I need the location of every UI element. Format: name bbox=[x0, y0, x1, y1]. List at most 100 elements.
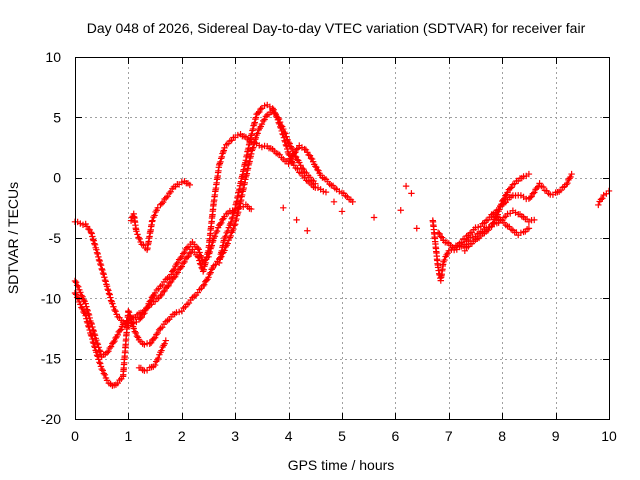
data-point-marker bbox=[170, 267, 177, 274]
data-point-marker bbox=[135, 234, 142, 241]
data-point-marker bbox=[154, 329, 161, 337]
data-point-marker bbox=[531, 216, 538, 224]
data-point-marker bbox=[101, 274, 108, 281]
data-point-marker bbox=[281, 137, 288, 144]
data-point-marker bbox=[280, 131, 287, 138]
data-point-marker bbox=[96, 348, 104, 355]
data-point-marker bbox=[178, 263, 185, 270]
data-point-marker bbox=[274, 116, 282, 123]
data-point-marker bbox=[96, 359, 103, 366]
data-point-marker bbox=[194, 244, 202, 252]
data-point-marker bbox=[126, 312, 133, 319]
data-markers bbox=[71, 101, 613, 389]
data-point-marker bbox=[258, 120, 266, 128]
data-point-marker bbox=[408, 190, 415, 197]
data-point-marker bbox=[83, 318, 91, 325]
data-point-marker bbox=[599, 195, 606, 202]
data-point-marker bbox=[174, 269, 181, 276]
data-point-marker bbox=[89, 236, 97, 243]
data-point-marker bbox=[489, 220, 496, 227]
data-point-marker bbox=[101, 371, 109, 379]
data-point-marker bbox=[178, 253, 185, 261]
data-point-marker bbox=[322, 188, 330, 196]
data-point-marker bbox=[163, 283, 171, 291]
data-point-marker bbox=[117, 326, 125, 333]
data-point-marker bbox=[271, 109, 278, 117]
data-point-marker bbox=[103, 349, 111, 356]
data-point-marker bbox=[291, 152, 299, 160]
data-point-marker bbox=[185, 253, 192, 260]
data-point-marker bbox=[195, 246, 202, 253]
data-point-marker bbox=[111, 306, 118, 314]
data-point-marker bbox=[196, 260, 204, 267]
data-point-marker bbox=[305, 151, 312, 159]
data-point-marker bbox=[83, 303, 90, 310]
data-point-marker bbox=[254, 130, 261, 137]
data-point-marker bbox=[276, 120, 283, 128]
data-point-marker bbox=[186, 181, 194, 189]
data-point-marker bbox=[349, 198, 356, 205]
data-point-marker bbox=[529, 190, 537, 197]
data-point-marker bbox=[104, 286, 111, 293]
data-point-marker bbox=[97, 261, 105, 269]
data-point-marker bbox=[248, 150, 255, 158]
data-point-marker bbox=[82, 312, 89, 319]
data-point-marker bbox=[314, 166, 321, 174]
data-point-marker bbox=[201, 281, 208, 288]
data-point-marker bbox=[196, 257, 203, 264]
x-tick-label: 2 bbox=[178, 428, 186, 444]
data-point-marker bbox=[151, 361, 159, 369]
data-point-marker bbox=[566, 175, 573, 182]
data-point-marker bbox=[298, 164, 306, 172]
data-point-marker bbox=[301, 145, 308, 153]
data-point-marker bbox=[98, 365, 105, 373]
data-point-marker bbox=[161, 340, 168, 347]
data-point-marker bbox=[153, 331, 160, 338]
data-point-marker bbox=[282, 141, 290, 149]
data-point-marker bbox=[196, 249, 203, 256]
data-point-marker bbox=[288, 158, 296, 165]
x-tick-label: 8 bbox=[498, 428, 506, 444]
data-point-marker bbox=[110, 303, 117, 310]
data-point-marker bbox=[82, 300, 89, 307]
data-point-marker bbox=[89, 233, 96, 240]
x-tick-label: 10 bbox=[601, 428, 617, 444]
data-point-marker bbox=[100, 370, 108, 377]
x-tick-label: 7 bbox=[445, 428, 453, 444]
data-point-marker bbox=[127, 313, 134, 320]
data-point-marker bbox=[224, 227, 231, 235]
data-point-marker bbox=[533, 184, 541, 192]
data-point-marker bbox=[508, 184, 515, 191]
data-point-marker bbox=[498, 201, 505, 208]
data-point-marker bbox=[105, 348, 112, 355]
data-point-marker bbox=[106, 291, 113, 298]
y-tick-label: 10 bbox=[45, 49, 61, 65]
data-point-marker bbox=[137, 315, 144, 322]
data-point-marker bbox=[98, 265, 105, 273]
data-point-marker bbox=[183, 254, 191, 261]
data-point-marker bbox=[507, 185, 514, 192]
data-point-marker bbox=[287, 155, 294, 162]
y-axis-label: SDTVAR / TECUs bbox=[5, 182, 21, 294]
data-point-marker bbox=[275, 119, 282, 126]
data-point-marker bbox=[167, 188, 174, 196]
data-point-marker bbox=[282, 138, 289, 146]
x-tick-label: 1 bbox=[125, 428, 133, 444]
data-point-marker bbox=[218, 219, 225, 226]
data-point-marker bbox=[199, 282, 207, 290]
data-point-marker bbox=[79, 305, 86, 313]
data-point-marker bbox=[72, 279, 80, 286]
data-point-marker bbox=[151, 212, 158, 219]
data-point-marker bbox=[93, 349, 100, 356]
data-point-marker bbox=[171, 273, 179, 280]
data-point-marker bbox=[94, 353, 102, 360]
data-point-marker bbox=[85, 225, 92, 233]
data-point-marker bbox=[112, 308, 119, 315]
data-point-marker bbox=[181, 258, 188, 266]
y-tick-label: 0 bbox=[53, 170, 61, 186]
data-point-marker bbox=[130, 325, 137, 332]
data-point-marker bbox=[195, 254, 202, 261]
data-point-marker bbox=[222, 233, 229, 240]
data-point-marker bbox=[177, 255, 184, 262]
data-point-marker bbox=[78, 304, 85, 311]
